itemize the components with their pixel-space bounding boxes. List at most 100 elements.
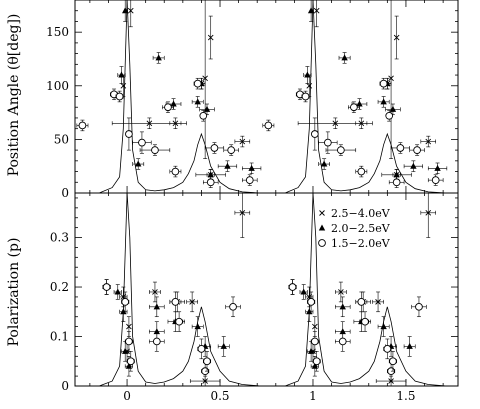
data-point-circle — [379, 77, 388, 90]
cross-marker — [152, 289, 158, 295]
triangle-marker — [194, 323, 201, 330]
model-curve — [75, 193, 261, 386]
circle-marker — [125, 337, 133, 346]
circle-marker — [415, 302, 423, 311]
cross-marker — [239, 209, 246, 216]
y-tick-label: 50 — [54, 132, 69, 146]
triangle-marker — [118, 71, 125, 78]
triangle-marker — [120, 308, 127, 315]
circle-marker — [206, 178, 215, 187]
bottom-panel-polarization: 0 0.1 0.2 0.3 0 0.5 1 1.5 2.5−4.0eV 2.0−2.5eV 1.5−… — [50, 192, 459, 403]
triangle-marker — [304, 71, 311, 78]
data-point-triangle — [191, 96, 204, 108]
y-tick-label: 0 — [61, 186, 69, 200]
circle-marker — [121, 298, 130, 306]
data-point-circle — [242, 174, 258, 186]
triangle-marker — [341, 54, 348, 61]
data-point-circle — [301, 90, 310, 103]
data-point-circle — [385, 110, 394, 122]
data-point-triangle — [377, 96, 390, 108]
data-point-triangle — [299, 284, 308, 300]
y-tick-label: 0 — [61, 379, 69, 393]
data-point-triangle — [117, 66, 126, 84]
data-point-circle — [225, 296, 241, 318]
triangle-marker — [339, 303, 346, 310]
triangle-marker — [410, 162, 417, 169]
y-tick-label: 0.1 — [50, 330, 69, 344]
data-point-circle — [359, 311, 371, 332]
x-tick-label: 1.5 — [396, 389, 415, 403]
triangle-marker — [434, 164, 441, 171]
legend: 2.5−4.0eV 2.0−2.5eV 1.5−2.0eV — [318, 207, 391, 250]
data-point-circle — [411, 296, 427, 318]
triangle-marker — [406, 342, 413, 349]
legend-label: 1.5−2.0eV — [331, 237, 391, 250]
data-point-x — [388, 0, 394, 159]
triangle-marker — [356, 100, 363, 107]
circle-marker — [383, 345, 392, 353]
cross-marker — [312, 323, 318, 330]
circle-marker — [171, 298, 180, 306]
circle-marker — [164, 103, 172, 112]
data-point-circle — [310, 331, 319, 352]
data-point-triangle — [338, 52, 351, 64]
cross-marker — [313, 7, 320, 14]
data-point-circle — [334, 331, 351, 352]
circle-marker — [379, 79, 388, 88]
circle-marker — [125, 130, 133, 138]
x-tick-label: 0 — [123, 389, 131, 403]
triangle-marker — [155, 54, 162, 61]
plot-area — [75, 193, 447, 386]
triangle-marker — [121, 347, 129, 354]
circle-marker — [357, 167, 366, 176]
data-point-triangle — [132, 158, 145, 170]
data-point-x — [149, 281, 161, 303]
data-point-triangle — [217, 160, 238, 172]
plot-frame — [74, 192, 459, 387]
cross-marker — [338, 289, 344, 295]
triangle-marker — [121, 7, 129, 14]
triangle-marker — [380, 98, 387, 105]
cross-marker — [146, 120, 153, 127]
triangle-marker — [135, 160, 142, 167]
triangle-marker — [224, 162, 231, 169]
cross-marker — [207, 34, 214, 41]
circle-marker — [392, 178, 401, 187]
data-point-circle — [223, 144, 239, 156]
circle-marker — [78, 121, 87, 130]
circle-marker — [431, 176, 440, 184]
data-point-triangle — [199, 103, 215, 116]
cross-marker — [189, 299, 195, 305]
data-point-triangle — [191, 316, 204, 337]
data-point-triangle — [217, 336, 230, 357]
data-point-x — [186, 291, 199, 313]
triangle-marker — [220, 342, 227, 349]
circle-marker — [301, 92, 310, 101]
data-point-circle — [388, 176, 405, 188]
y-tick-label: 0.2 — [50, 280, 69, 294]
model-curve — [75, 0, 261, 193]
data-point-x — [169, 117, 182, 129]
data-point-x — [202, 0, 208, 159]
triangle-marker — [339, 328, 346, 335]
triangle-marker — [153, 303, 161, 310]
data-point-circle — [390, 142, 410, 154]
data-point-circle — [126, 351, 135, 372]
cross-marker — [120, 82, 127, 89]
data-point-triangle — [242, 162, 262, 174]
data-point-circle — [204, 142, 225, 154]
cross-marker — [306, 82, 313, 89]
cross-marker — [358, 120, 365, 127]
cross-marker — [393, 34, 400, 41]
y-axis-label-position-angle: Position Angle (θ[deg]) — [6, 14, 22, 177]
data-point-circle — [162, 101, 174, 113]
circle-marker — [350, 103, 358, 112]
triangle-marker — [380, 323, 387, 330]
circle-marker — [138, 138, 146, 147]
data-point-circle — [355, 165, 368, 178]
circle-marker — [151, 146, 159, 154]
data-point-circle — [197, 338, 206, 360]
data-point-x — [234, 135, 251, 148]
data-point-circle — [169, 291, 182, 313]
